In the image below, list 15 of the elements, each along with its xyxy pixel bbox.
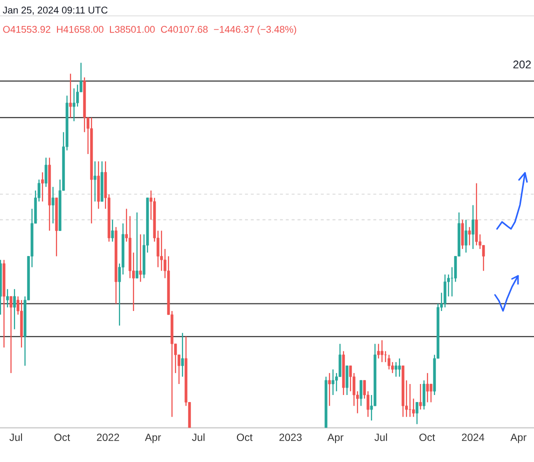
x-tick-label: Apr bbox=[144, 434, 161, 444]
x-tick-label: Oct bbox=[54, 434, 70, 442]
x-tick-label: Oct bbox=[419, 434, 436, 442]
annotation: 202 bbox=[513, 60, 531, 68]
text: O41553.92 H41658.00 L38501.00 C40107.68 −1446.37 (−3.48%) bbox=[3, 26, 296, 35]
x-tick-label: Oct bbox=[236, 434, 253, 442]
x-tick-label: Apr bbox=[327, 434, 344, 444]
x-tick-label: 2024 bbox=[462, 434, 484, 442]
x-tick-label: Jul bbox=[374, 433, 387, 442]
x-tick-label: Apr bbox=[510, 434, 526, 444]
x-tick-label: Jul bbox=[10, 433, 22, 442]
x-tick-label: 2022 bbox=[96, 434, 120, 442]
text: Jan 25, 2024 09:11 UTC bbox=[2, 6, 108, 15]
x-tick-label: Jul bbox=[192, 433, 204, 442]
x-tick-label: 2023 bbox=[279, 434, 302, 442]
